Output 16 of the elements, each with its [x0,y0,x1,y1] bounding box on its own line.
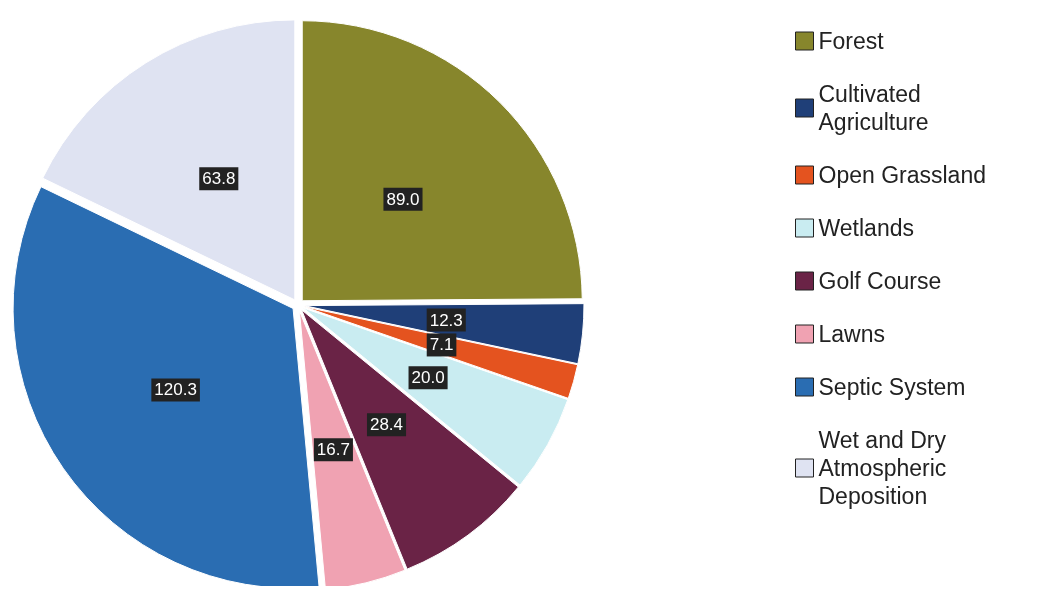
data-label: 120.3 [154,380,197,400]
data-label: 16.7 [316,440,350,460]
data-label: 63.8 [202,169,236,189]
data-label: 28.4 [369,415,404,435]
data-label: 12.3 [429,310,463,330]
legend-label: Forest [818,28,885,54]
legend-label: Cultivated Agriculture [818,81,929,135]
legend-label: Septic System [818,374,966,400]
legend-label: Lawns [818,321,885,347]
legend-label: Wet and Dry Atmospheric Deposition [818,427,953,509]
data-label: 20.0 [411,368,445,388]
legend-label: Wetlands [818,215,914,241]
legend-label: Golf Course [818,268,942,294]
legend-label: Open Grassland [818,162,986,188]
data-label: 7.1 [429,335,454,355]
data-label: 89.0 [386,189,420,209]
